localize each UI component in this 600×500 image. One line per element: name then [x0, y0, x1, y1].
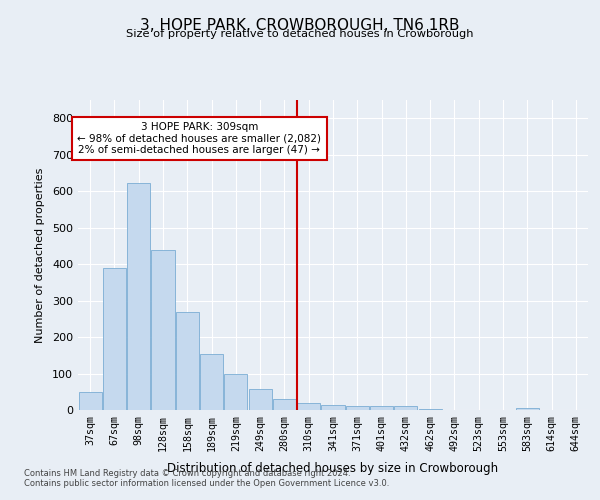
Text: Contains HM Land Registry data © Crown copyright and database right 2024.: Contains HM Land Registry data © Crown c…: [24, 468, 350, 477]
Text: Contains public sector information licensed under the Open Government Licence v3: Contains public sector information licen…: [24, 478, 389, 488]
Bar: [79, 392, 101, 410]
Bar: [322, 406, 344, 410]
Bar: [248, 389, 272, 410]
Bar: [200, 354, 223, 410]
Bar: [297, 404, 320, 410]
Bar: [224, 374, 247, 410]
Bar: [151, 250, 175, 410]
Bar: [419, 409, 442, 410]
Bar: [103, 268, 126, 410]
Bar: [273, 399, 296, 410]
Text: 3 HOPE PARK: 309sqm
← 98% of detached houses are smaller (2,082)
2% of semi-deta: 3 HOPE PARK: 309sqm ← 98% of detached ho…: [77, 122, 322, 155]
Text: Size of property relative to detached houses in Crowborough: Size of property relative to detached ho…: [126, 29, 474, 39]
Y-axis label: Number of detached properties: Number of detached properties: [35, 168, 45, 342]
Bar: [346, 406, 369, 410]
Bar: [127, 183, 150, 410]
Bar: [394, 406, 418, 410]
Bar: [516, 408, 539, 410]
Bar: [176, 312, 199, 410]
Bar: [370, 406, 393, 410]
Text: 3, HOPE PARK, CROWBOROUGH, TN6 1RB: 3, HOPE PARK, CROWBOROUGH, TN6 1RB: [140, 18, 460, 32]
X-axis label: Distribution of detached houses by size in Crowborough: Distribution of detached houses by size …: [167, 462, 499, 475]
